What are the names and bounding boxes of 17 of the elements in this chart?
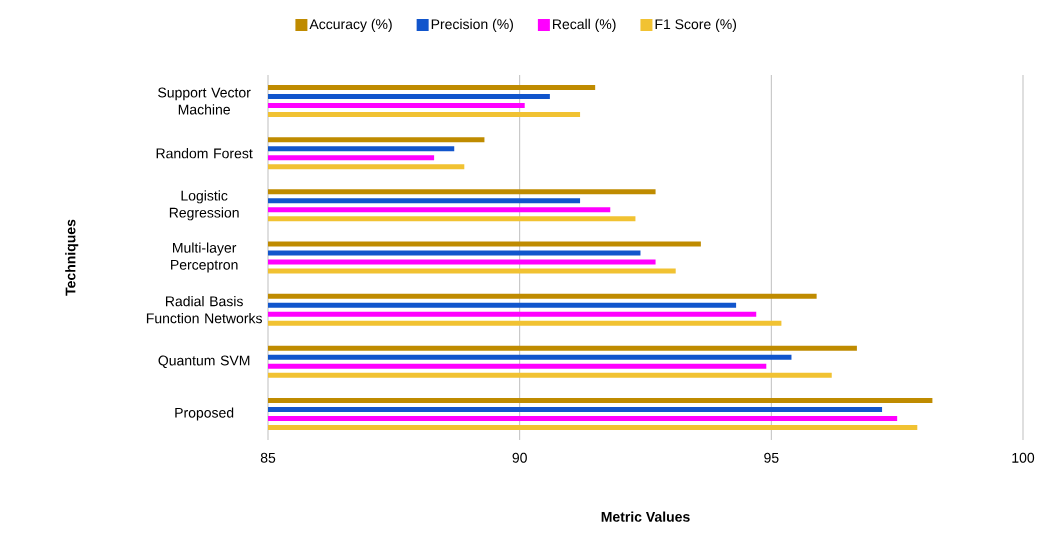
y-tick-label: Support Vector Machine: [158, 87, 251, 115]
legend-label: Precision (%): [431, 18, 513, 32]
y-tick-label: Proposed: [175, 407, 234, 421]
y-axis-title: Techniques: [65, 219, 79, 296]
y-tick-label: Random Forest: [156, 148, 253, 159]
legend-label: Recall (%): [553, 18, 616, 32]
y-tick-label: Multi-layer Perceptron: [171, 242, 238, 273]
x-tick-label: 100: [1012, 452, 1035, 463]
y-tick-label: Quantum SVM: [158, 355, 250, 368]
x-tick-label: 90: [512, 452, 527, 463]
y-tick-label: Radial Basis Function Networks: [146, 295, 262, 324]
x-tick-label: 95: [764, 452, 779, 463]
x-tick-label: 85: [260, 452, 276, 463]
legend-label: F1 Score (%): [655, 18, 737, 32]
legend-label: Accuracy (%): [309, 18, 392, 32]
x-axis-title: Metric Values: [601, 511, 690, 522]
y-tick-label: Logistic Regression: [169, 190, 239, 221]
